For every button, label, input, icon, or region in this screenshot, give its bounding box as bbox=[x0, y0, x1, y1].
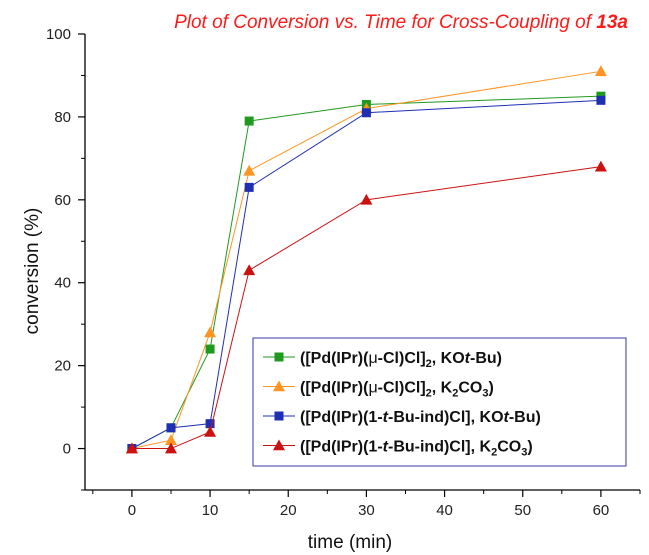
legend-label-0: ([Pd(IPr)(μ-Cl)Cl]2, KOt-Bu) bbox=[300, 350, 502, 370]
x-tick-label-3: 30 bbox=[358, 502, 375, 519]
legend-label-3-part-4: CO bbox=[497, 439, 521, 456]
legend-label-2-part-3: t bbox=[504, 409, 510, 426]
legend-label-3-part-1: t bbox=[383, 439, 389, 456]
legend-label-3-part-0: ([Pd(IPr)(1- bbox=[300, 439, 383, 456]
legend-label-1-part-3: 2 bbox=[426, 388, 432, 400]
legend-label-2-part-0: ([Pd(IPr)(1- bbox=[300, 409, 383, 426]
x-tick-label-0: 0 bbox=[128, 502, 136, 519]
legend-label-1-part-1: μ bbox=[368, 380, 377, 397]
y-tick-label-1: 20 bbox=[54, 358, 71, 375]
point-1-3 bbox=[243, 164, 256, 176]
legend-label-1-part-2: -Cl)Cl] bbox=[378, 380, 426, 397]
y-axis-label: conversion (%) bbox=[22, 208, 43, 335]
legend-label-1-part-0: ([Pd(IPr)( bbox=[300, 380, 369, 397]
legend-label-0-part-1: μ bbox=[368, 350, 377, 367]
legend-box bbox=[252, 337, 627, 467]
legend-label-1-part-4: , K bbox=[432, 380, 453, 397]
point-3-5 bbox=[594, 160, 607, 172]
legend: ([Pd(IPr)(μ-Cl)Cl]2, KOt-Bu)([Pd(IPr)(μ-… bbox=[252, 337, 627, 467]
legend-marker-3 bbox=[273, 439, 285, 451]
legend-label-0-part-5: t bbox=[465, 350, 471, 367]
x-axis-label: time (min) bbox=[308, 532, 392, 553]
series-line-2 bbox=[131, 99, 601, 449]
legend-label-1-part-8: ) bbox=[488, 380, 493, 397]
y-tick-labels: 0 20 40 60 80 100 bbox=[46, 26, 71, 458]
legend-label-0-part-2: -Cl)Cl] bbox=[378, 350, 426, 367]
x-tick-labels: 0 10 20 30 40 50 60 bbox=[128, 502, 610, 519]
point-2-5 bbox=[596, 95, 606, 105]
point-0-3 bbox=[244, 116, 254, 126]
legend-marker-0 bbox=[274, 352, 284, 362]
legend-marker-2 bbox=[274, 411, 284, 421]
series-line-1 bbox=[131, 70, 601, 450]
chart-title: Plot of Conversion vs. Time for Cross-Co… bbox=[174, 12, 628, 33]
point-1-1 bbox=[164, 434, 177, 446]
point-3-4 bbox=[360, 193, 373, 205]
legend-label-3-part-5: 3 bbox=[521, 447, 527, 459]
axes bbox=[78, 33, 641, 497]
legend-label-1-part-7: 3 bbox=[482, 388, 488, 400]
legend-label-3-part-6: ) bbox=[527, 439, 532, 456]
legend-label-1-part-6: CO bbox=[458, 380, 482, 397]
y-tick-label-0: 0 bbox=[63, 441, 71, 458]
point-0-2 bbox=[205, 344, 215, 354]
legend-label-2-part-2: -Bu-ind)Cl], KO bbox=[388, 409, 504, 426]
point-3-1 bbox=[164, 442, 177, 454]
point-3-0 bbox=[125, 442, 138, 454]
legend-marker-1 bbox=[273, 380, 285, 392]
legend-label-3: ([Pd(IPr)(1-t-Bu-ind)Cl], K2CO3) bbox=[300, 439, 533, 459]
legend-label-0-part-6: -Bu) bbox=[470, 350, 502, 367]
legend-label-3-part-3: 2 bbox=[491, 447, 497, 459]
point-3-2 bbox=[204, 425, 217, 437]
series-line-3 bbox=[131, 166, 601, 450]
legend-label-0-part-0: ([Pd(IPr)( bbox=[300, 350, 369, 367]
point-2-1 bbox=[166, 423, 176, 433]
y-tick-label-5: 100 bbox=[46, 26, 71, 43]
legend-label-0-part-4: , KO bbox=[432, 350, 465, 367]
legend-label-1-part-5: 2 bbox=[452, 388, 458, 400]
x-tick-label-4: 40 bbox=[436, 502, 453, 519]
point-1-5 bbox=[594, 65, 607, 77]
series-3 bbox=[125, 160, 607, 454]
y-tick-label-2: 40 bbox=[54, 275, 71, 292]
legend-label-2-part-1: t bbox=[383, 409, 389, 426]
series-group bbox=[125, 65, 607, 454]
chart-title-prefix: Plot of Conversion vs. Time for Cross-Co… bbox=[174, 12, 596, 33]
point-1-2 bbox=[204, 326, 217, 338]
legend-label-0-part-3: 2 bbox=[426, 358, 432, 370]
legend-label-2-part-4: -Bu) bbox=[509, 409, 541, 426]
x-tick-label-2: 20 bbox=[280, 502, 297, 519]
point-3-3 bbox=[243, 264, 256, 276]
point-2-2 bbox=[205, 419, 215, 429]
x-tick-label-5: 50 bbox=[514, 502, 531, 519]
y-tick-label-3: 60 bbox=[54, 192, 71, 209]
y-tick-label-4: 80 bbox=[54, 109, 71, 126]
point-2-3 bbox=[244, 182, 254, 192]
chart-title-compound: 13a bbox=[596, 12, 628, 33]
legend-label-2: ([Pd(IPr)(1-t-Bu-ind)Cl], KOt-Bu) bbox=[300, 409, 541, 426]
legend-label-3-part-2: -Bu-ind)Cl], K bbox=[388, 439, 492, 456]
x-tick-label-6: 60 bbox=[593, 502, 610, 519]
point-2-4 bbox=[361, 108, 371, 118]
x-tick-label-1: 10 bbox=[202, 502, 219, 519]
legend-label-1: ([Pd(IPr)(μ-Cl)Cl]2, K2CO3) bbox=[300, 380, 494, 400]
